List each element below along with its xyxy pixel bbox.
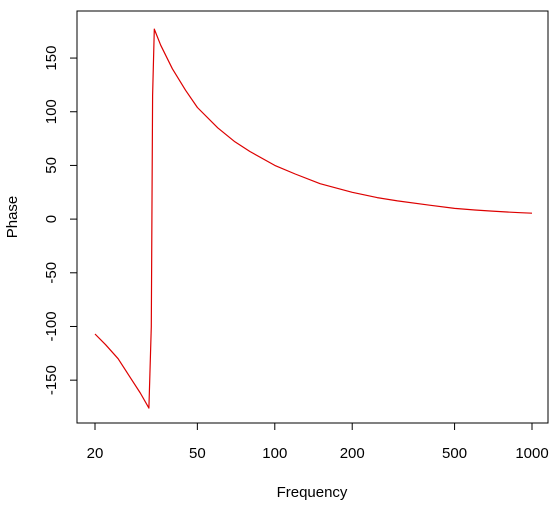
- x-tick-label: 100: [262, 445, 287, 462]
- x-axis-title: Frequency: [277, 484, 348, 501]
- y-tick-label: -100: [43, 311, 60, 341]
- x-tick-label: 200: [340, 445, 365, 462]
- x-tick-label: 50: [189, 445, 206, 462]
- series-layer: [94, 28, 533, 409]
- y-tick-label: 0: [43, 215, 60, 223]
- x-tick-label: 1000: [515, 445, 548, 462]
- y-tick-label: 100: [43, 99, 60, 124]
- phase-series-line: [94, 28, 533, 409]
- x-axis: 20 50 100 200 500 1000: [87, 422, 549, 462]
- x-tick-label: 20: [87, 445, 104, 462]
- y-tick-label: -150: [43, 365, 60, 395]
- y-axis: -150 -100 -50 0 50 100 150: [43, 46, 78, 395]
- y-axis-title: Phase: [4, 196, 21, 239]
- y-tick-label: 50: [43, 157, 60, 174]
- y-tick-label: -50: [43, 262, 60, 284]
- y-tick-label: 150: [43, 46, 60, 71]
- x-tick-label: 500: [442, 445, 467, 462]
- plot-frame: [76, 10, 549, 424]
